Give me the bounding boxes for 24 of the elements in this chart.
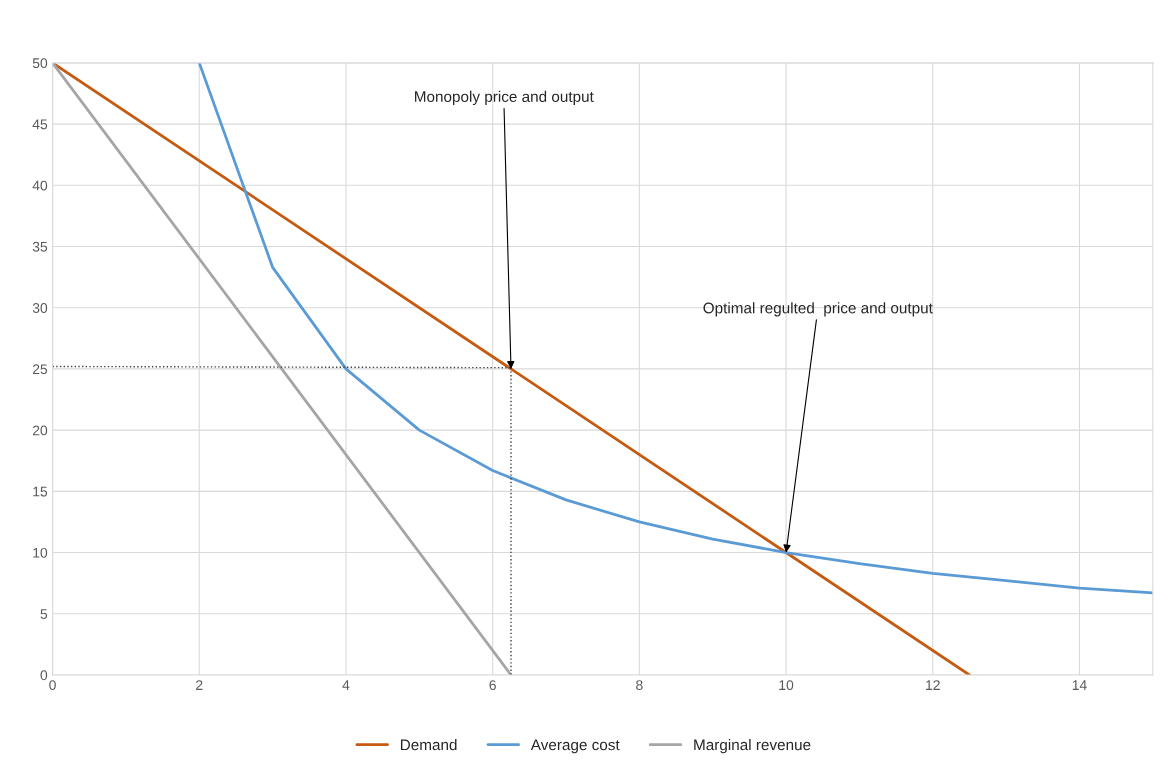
y-tick-label: 40 xyxy=(32,180,48,191)
y-tick-label: 0 xyxy=(40,670,48,681)
x-tick-label: 0 xyxy=(49,680,56,691)
x-tick-label: 14 xyxy=(1072,680,1087,690)
y-tick-label: 35 xyxy=(32,241,48,252)
y-tick-label: 20 xyxy=(32,425,48,436)
y-tick-label: 15 xyxy=(33,486,48,497)
y-tick-label: 10 xyxy=(33,547,48,558)
y-tick-label: 45 xyxy=(32,119,48,130)
annotation: Optimal regulted price and output xyxy=(703,302,933,317)
y-tick-label: 30 xyxy=(32,303,48,313)
y-tick-label: 50 xyxy=(32,58,48,69)
x-tick-label: 4 xyxy=(342,680,350,690)
annotation: Monopoly price and output xyxy=(415,90,594,106)
y-tick-label: 5 xyxy=(40,609,48,619)
legend-label: Average cost xyxy=(530,739,620,754)
legend-label: Demand xyxy=(400,739,457,751)
y-tick-label: 25 xyxy=(32,364,48,375)
x-tick-label: 6 xyxy=(489,680,496,691)
x-tick-label: 8 xyxy=(636,680,643,691)
x-tick-label: 12 xyxy=(926,680,940,690)
x-tick-label: 2 xyxy=(196,680,203,690)
x-tick-label: 10 xyxy=(779,680,794,691)
legend-label: Marginal revenue xyxy=(694,739,811,754)
